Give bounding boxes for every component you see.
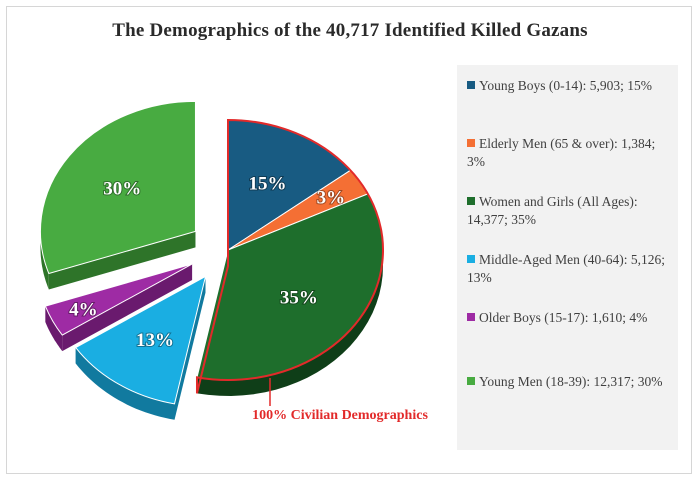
pie-label-5: 30% [103, 179, 141, 200]
legend-label: Women and Girls (All Ages): 14,377; 35% [467, 194, 638, 227]
pie-slice-edge-5-0 [48, 231, 196, 290]
pie-label-0: 15% [249, 173, 287, 194]
legend-item: Elderly Men (65 & over): 1,384; 3% [467, 135, 673, 171]
civilian-highlight-label: 100% Civilian Demographics [252, 408, 428, 423]
pie-label-1: 3% [317, 188, 346, 209]
legend-swatch [467, 313, 475, 321]
legend: Young Boys (0-14): 5,903; 15% Elderly Men… [457, 65, 678, 450]
legend-swatch [467, 197, 475, 205]
legend-item: Middle-Aged Men (40-64): 5,126; 13% [467, 251, 673, 287]
legend-label: Young Boys (0-14): 5,903; 15% [479, 78, 653, 93]
pie-slice-5 [39, 100, 196, 275]
legend-item: Older Boys (15-17): 1,610; 4% [467, 309, 673, 327]
legend-label: Older Boys (15-17): 1,610; 4% [479, 310, 648, 325]
pie-slice-edge-3-0 [174, 276, 206, 420]
pie-label-4: 4% [69, 300, 98, 321]
pie-slice-side-2 [197, 250, 383, 396]
pie-slice-side-5 [40, 231, 49, 290]
legend-swatch [467, 139, 475, 147]
pie-slice-4 [44, 263, 193, 336]
legend-swatch [467, 81, 475, 89]
legend-swatch [467, 255, 475, 263]
legend-item: Young Men (18-39): 12,317; 30% [467, 373, 673, 391]
legend-item: Young Boys (0-14): 5,903; 15% [467, 77, 673, 95]
chart-title: The Demographics of the 40,717 Identifie… [112, 20, 588, 41]
legend-label: Elderly Men (65 & over): 1,384; 3% [467, 136, 656, 169]
legend-label: Middle-Aged Men (40-64): 5,126; 13% [467, 252, 665, 285]
pie-slice-3 [74, 275, 207, 405]
pie-label-3: 13% [136, 330, 174, 351]
pie-slice-side-3 [75, 347, 175, 420]
legend-item: Women and Girls (All Ages): 14,377; 35% [467, 193, 673, 229]
civilian-highlight-outline [195, 118, 384, 394]
legend-label: Young Men (18-39): 12,317; 30% [479, 374, 663, 389]
legend-swatch [467, 377, 475, 385]
pie-label-2: 35% [280, 287, 318, 308]
